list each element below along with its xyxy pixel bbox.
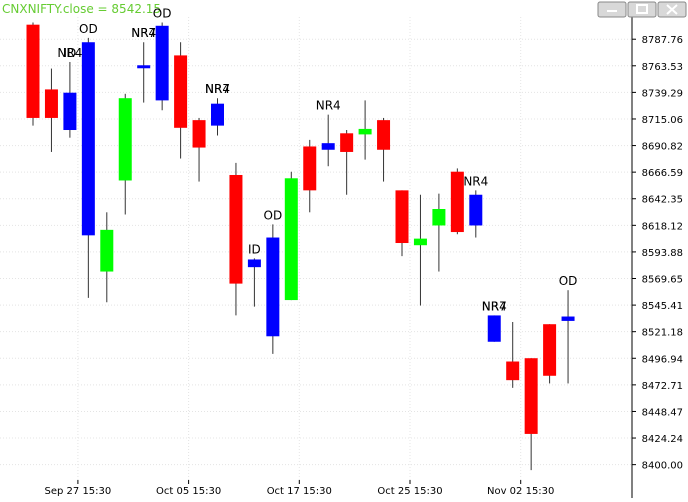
annotation: NR4	[131, 26, 156, 40]
y-tick-label: 8521.18	[642, 328, 683, 339]
y-tick-label: 8545.41	[642, 301, 683, 312]
candle-body	[469, 194, 483, 226]
x-tick-label: Oct 25 15:30	[377, 486, 442, 497]
y-tick-label: 8787.76	[642, 35, 683, 46]
x-tick-label: Sep 27 15:30	[45, 486, 112, 497]
annotation: NR7	[131, 26, 156, 40]
candle-body	[413, 238, 427, 246]
candle-body	[377, 120, 391, 150]
y-tick-label: 8569.65	[642, 275, 683, 286]
y-tick-label: 8763.53	[642, 62, 683, 73]
y-tick-label: 8496.94	[642, 354, 683, 365]
candle-body	[81, 42, 95, 236]
annotation: NR4	[316, 99, 341, 113]
candle-body	[174, 55, 188, 128]
candle-body	[395, 190, 409, 244]
annotation: NR4	[482, 299, 507, 313]
annotation: OD	[153, 6, 172, 20]
y-tick-label: 8400.00	[642, 461, 683, 472]
candle-body	[340, 133, 354, 152]
candle-body	[303, 146, 317, 191]
y-tick-label: 8739.29	[642, 88, 683, 99]
candle-body	[137, 65, 151, 69]
x-tick-label: Oct 05 15:30	[156, 486, 221, 497]
x-tick-label: Nov 02 15:30	[487, 486, 554, 497]
candle-body	[26, 24, 40, 118]
annotation: OD	[559, 274, 578, 288]
y-tick-label: 8690.82	[642, 142, 683, 153]
y-tick-label: 8618.12	[642, 221, 683, 232]
y-tick-label: 8666.59	[642, 168, 683, 179]
candle-body	[284, 178, 298, 301]
annotation: NR7	[205, 82, 230, 96]
candle-body	[247, 259, 261, 268]
candle-body	[432, 209, 446, 226]
maximize-icon	[636, 4, 648, 14]
candle-body	[44, 89, 58, 118]
maximize-button[interactable]	[627, 1, 657, 18]
y-tick-label: 8642.35	[642, 195, 683, 206]
candle-body	[358, 128, 372, 135]
candle-body	[155, 25, 169, 101]
y-tick-label: 8424.24	[642, 434, 683, 445]
annotation: NR4	[205, 82, 230, 96]
annotation: NR4	[57, 46, 82, 60]
y-tick-label: 8472.71	[642, 381, 683, 392]
candle-body	[63, 92, 77, 131]
candle-body	[506, 361, 520, 381]
y-tick-label: 8448.47	[642, 407, 683, 418]
candle-body	[211, 103, 224, 126]
candle-body	[118, 98, 132, 181]
annotation: OD	[79, 22, 98, 36]
window-buttons	[597, 1, 687, 18]
close-icon	[666, 4, 678, 15]
candle-body	[229, 174, 243, 284]
candle-body	[321, 143, 335, 150]
candle-body	[524, 358, 538, 434]
candle-body	[487, 315, 501, 342]
chart-title: CNXNIFTY.close = 8542.15	[2, 2, 161, 16]
candle-body	[450, 171, 464, 233]
candle-body	[100, 229, 114, 272]
annotation: ID	[248, 242, 261, 256]
annotation: NR7	[482, 299, 507, 313]
y-tick-label: 8593.88	[642, 248, 683, 259]
candle-body	[561, 316, 575, 321]
minimize-icon	[607, 10, 617, 12]
candle-body	[266, 237, 280, 337]
candle-body	[543, 324, 557, 376]
candle-body	[192, 120, 206, 148]
annotation: OD	[264, 208, 283, 222]
y-tick-label: 8715.06	[642, 115, 683, 126]
minimize-button[interactable]	[597, 1, 627, 18]
annotation: ID	[64, 46, 77, 60]
annotation: NR4	[463, 174, 488, 188]
x-tick-label: Oct 17 15:30	[267, 486, 332, 497]
